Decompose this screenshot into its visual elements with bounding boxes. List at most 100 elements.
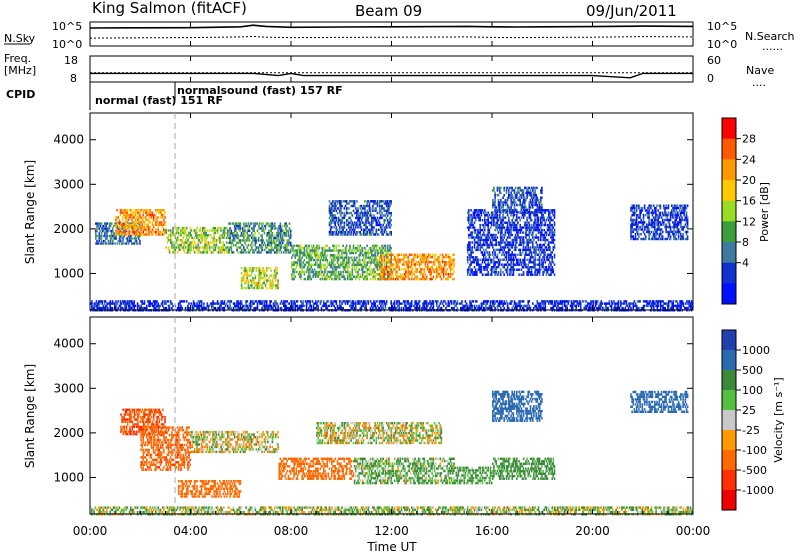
heatmap-cell	[301, 263, 303, 266]
heatmap-cell	[259, 279, 261, 282]
heatmap-cell	[685, 230, 688, 234]
heatmap-cell	[641, 237, 644, 241]
heatmap-cell	[444, 273, 446, 276]
heatmap-cell	[244, 272, 246, 275]
heatmap-cell	[251, 272, 253, 275]
heatmap-cell	[434, 258, 437, 261]
heatmap-cell	[296, 258, 299, 262]
heatmap-cell	[127, 228, 130, 231]
heatmap-cell	[508, 206, 510, 209]
heatmap-cell	[368, 214, 371, 217]
heatmap-cell	[323, 266, 325, 269]
heatmap-cell	[648, 223, 650, 226]
heatmap-cell	[493, 219, 495, 222]
heatmap-cell	[536, 263, 539, 266]
heatmap-cell	[658, 233, 661, 236]
heatmap-cell	[356, 261, 358, 264]
heatmap-cell	[389, 277, 391, 281]
heatmap-cell	[631, 221, 633, 224]
heatmap-cell	[124, 300, 126, 303]
heatmap-cell	[479, 233, 481, 237]
heatmap-cell	[408, 253, 411, 256]
heatmap-cell	[245, 279, 247, 282]
heatmap-cell	[373, 226, 375, 229]
heatmap-cell	[302, 266, 304, 269]
heatmap-cell	[514, 196, 517, 199]
heatmap-cell	[516, 191, 518, 194]
heatmap-cell	[161, 233, 164, 236]
heatmap-cell	[682, 228, 684, 231]
heatmap-cell	[328, 211, 331, 215]
heatmap-cell	[340, 202, 342, 205]
heatmap-cell	[504, 216, 507, 219]
heatmap-cell	[667, 221, 670, 224]
heatmap-cell	[364, 251, 366, 255]
heatmap-cell	[635, 206, 638, 210]
heatmap-cell	[509, 223, 511, 227]
heatmap-cell	[676, 223, 679, 226]
heatmap-cell	[367, 261, 370, 264]
heatmap-cell	[630, 209, 632, 212]
heatmap-cell	[280, 251, 283, 254]
heatmap-cell	[313, 254, 316, 257]
heatmap-cell	[361, 270, 364, 274]
heatmap-cell	[172, 226, 174, 230]
heatmap-cell	[416, 270, 419, 273]
heatmap-cell	[536, 243, 539, 247]
heatmap-cell	[479, 243, 481, 247]
heatmap-cell	[236, 232, 238, 235]
heatmap-cell	[309, 256, 311, 259]
heatmap-cell	[398, 275, 400, 278]
heatmap-cell	[272, 274, 275, 277]
heatmap-cell	[412, 258, 414, 261]
heatmap-cell	[641, 228, 644, 231]
heatmap-cell	[633, 228, 636, 231]
heatmap-cell	[642, 214, 645, 217]
heatmap-cell	[509, 256, 511, 259]
heatmap-cell	[114, 302, 116, 305]
heatmap-cell	[340, 207, 342, 210]
heatmap-cell	[248, 274, 251, 277]
heatmap-cell	[495, 243, 497, 247]
heatmap-cell	[637, 230, 639, 234]
heatmap-cell	[326, 270, 328, 274]
heatmap-cell	[334, 258, 336, 262]
heatmap-cell	[484, 226, 486, 229]
heatmap-cell	[353, 231, 356, 234]
heatmap-cell	[673, 204, 675, 207]
heatmap-cell	[672, 221, 674, 224]
heatmap-cell	[118, 239, 121, 243]
heatmap-cell	[631, 204, 633, 207]
heatmap-cell	[519, 189, 521, 192]
heatmap-cell	[311, 270, 314, 274]
heatmap-cell	[301, 270, 303, 274]
heatmap-cell	[516, 216, 518, 219]
heatmap-cell	[261, 241, 263, 244]
heatmap-cell	[205, 246, 207, 249]
heatmap-cell	[374, 270, 376, 274]
heatmap-cell	[341, 231, 343, 234]
heatmap-cell	[665, 206, 667, 210]
heatmap-cell	[656, 228, 658, 231]
heatmap-cell	[374, 258, 376, 262]
heatmap-cell	[521, 258, 524, 261]
heatmap-cell	[476, 209, 478, 212]
heatmap-cell	[407, 277, 410, 281]
heatmap-cell	[331, 231, 333, 234]
heatmap-cell	[228, 222, 230, 225]
heatmap-cell	[95, 304, 98, 308]
heatmap-cell	[476, 261, 478, 264]
heatmap-cell	[299, 266, 301, 269]
heatmap-cell	[112, 302, 115, 305]
heatmap-cell	[640, 211, 642, 214]
heatmap-cell	[445, 256, 447, 259]
heatmap-cell	[349, 251, 351, 255]
heatmap-cell	[504, 198, 507, 202]
heatmap-cell	[516, 238, 518, 242]
heatmap-cell	[466, 246, 469, 249]
heatmap-cell	[373, 214, 375, 217]
heatmap-cell	[468, 236, 470, 239]
heatmap-cell	[246, 224, 249, 228]
heatmap-cell	[201, 246, 204, 249]
heatmap-cell	[373, 270, 375, 274]
